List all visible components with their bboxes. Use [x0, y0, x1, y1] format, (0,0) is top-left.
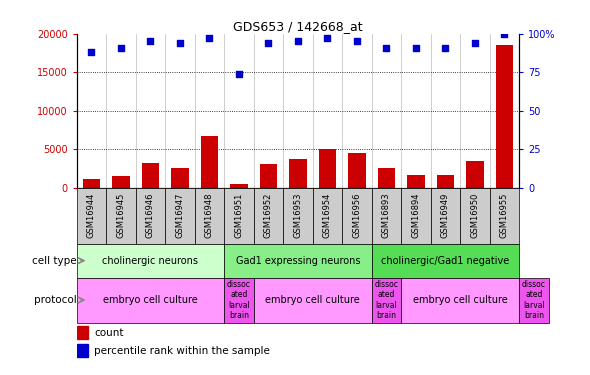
Point	[205, 35, 214, 41]
Bar	[77, 344, 88, 357]
Text: GSM16894: GSM16894	[411, 193, 421, 238]
Bar	[165, 188, 195, 244]
Bar	[83, 179, 100, 188]
Text: GSM16955: GSM16955	[500, 193, 509, 238]
Text: GSM16951: GSM16951	[234, 193, 244, 238]
Bar	[372, 188, 401, 244]
Bar	[142, 163, 159, 188]
Bar	[254, 188, 283, 244]
Text: GSM16945: GSM16945	[116, 193, 126, 238]
Text: GSM16948: GSM16948	[205, 193, 214, 238]
Point	[500, 31, 509, 37]
Text: GSM16944: GSM16944	[87, 193, 96, 238]
Bar	[224, 244, 372, 278]
Bar	[407, 175, 425, 188]
Bar	[342, 188, 372, 244]
Point	[175, 40, 185, 46]
Bar	[460, 188, 490, 244]
Text: Gad1 expressing neurons: Gad1 expressing neurons	[235, 256, 360, 266]
Bar	[401, 278, 519, 322]
Bar	[313, 188, 342, 244]
Text: GSM16950: GSM16950	[470, 193, 480, 238]
Point	[352, 39, 362, 45]
Text: dissoc
ated
larval
brain: dissoc ated larval brain	[227, 280, 251, 320]
Bar	[519, 278, 549, 322]
Bar	[348, 153, 366, 188]
Point	[146, 39, 155, 45]
Text: GSM16953: GSM16953	[293, 193, 303, 238]
Bar	[224, 278, 254, 322]
Bar	[254, 278, 372, 322]
Title: GDS653 / 142668_at: GDS653 / 142668_at	[233, 20, 363, 33]
Bar	[378, 168, 395, 188]
Bar	[77, 326, 88, 339]
Text: embryo cell culture: embryo cell culture	[413, 295, 507, 305]
Text: count: count	[94, 328, 124, 338]
Point	[234, 71, 244, 77]
Bar	[319, 149, 336, 188]
Bar	[466, 161, 484, 188]
Bar	[195, 188, 224, 244]
Bar	[136, 188, 165, 244]
Point	[470, 40, 480, 46]
Point	[116, 45, 126, 51]
Bar	[496, 45, 513, 188]
Text: GSM16947: GSM16947	[175, 193, 185, 238]
Bar	[230, 184, 248, 188]
Point	[382, 45, 391, 51]
Bar	[112, 176, 130, 188]
Bar	[372, 278, 401, 322]
Point	[441, 45, 450, 51]
Bar	[289, 159, 307, 188]
Text: dissoc
ated
larval
brain: dissoc ated larval brain	[375, 280, 398, 320]
Bar	[490, 188, 519, 244]
Bar	[431, 188, 460, 244]
Text: protocol: protocol	[34, 295, 77, 305]
Bar	[77, 244, 224, 278]
Bar	[171, 168, 189, 188]
Text: cholinergic/Gad1 negative: cholinergic/Gad1 negative	[381, 256, 510, 266]
Bar	[77, 278, 224, 322]
Point	[264, 40, 273, 46]
Text: dissoc
ated
larval
brain: dissoc ated larval brain	[522, 280, 546, 320]
Bar	[437, 175, 454, 188]
Text: cell type: cell type	[32, 256, 77, 266]
Bar	[372, 244, 519, 278]
Text: GSM16949: GSM16949	[441, 193, 450, 238]
Bar	[401, 188, 431, 244]
Bar	[77, 188, 106, 244]
Bar	[224, 188, 254, 244]
Bar	[260, 164, 277, 188]
Point	[87, 49, 96, 55]
Bar	[283, 188, 313, 244]
Bar	[106, 188, 136, 244]
Point	[411, 45, 421, 51]
Text: GSM16893: GSM16893	[382, 193, 391, 238]
Text: GSM16956: GSM16956	[352, 193, 362, 238]
Bar	[201, 136, 218, 188]
Point	[323, 35, 332, 41]
Text: GSM16954: GSM16954	[323, 193, 332, 238]
Text: cholinergic neurons: cholinergic neurons	[103, 256, 198, 266]
Text: GSM16952: GSM16952	[264, 193, 273, 238]
Point	[293, 39, 303, 45]
Text: percentile rank within the sample: percentile rank within the sample	[94, 346, 270, 355]
Text: GSM16946: GSM16946	[146, 193, 155, 238]
Text: embryo cell culture: embryo cell culture	[103, 295, 198, 305]
Text: embryo cell culture: embryo cell culture	[266, 295, 360, 305]
